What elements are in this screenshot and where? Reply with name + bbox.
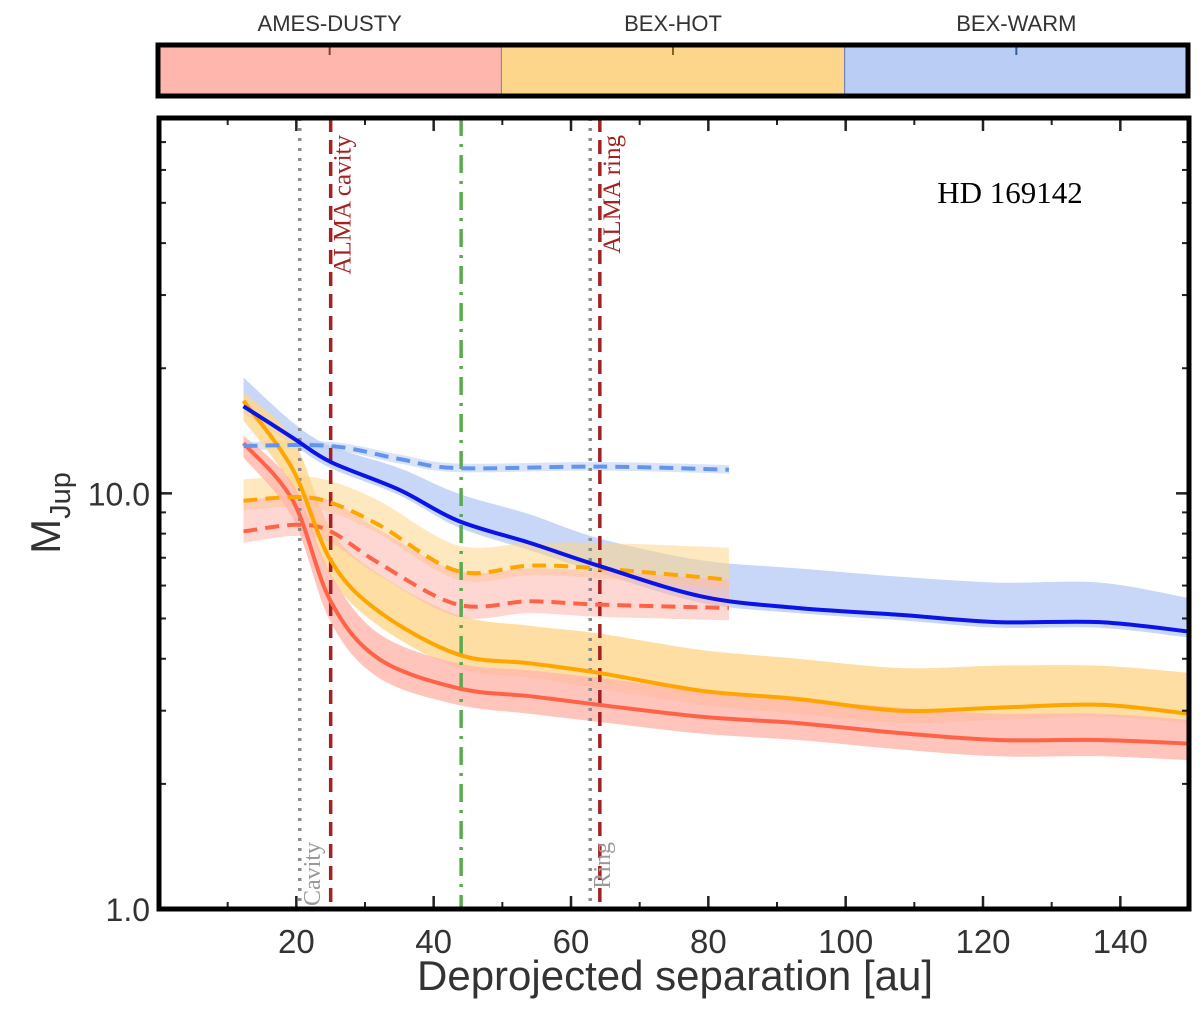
ring-line-label: Ring xyxy=(590,842,616,889)
y-tick-label: 10.0 xyxy=(88,476,150,512)
legend-frame xyxy=(155,42,1191,99)
legend-label: BEX-WARM xyxy=(956,11,1076,36)
line-bex-hot-dashed xyxy=(243,494,730,582)
reference-line-labels: Cavity ALMA cavity Ring ALMA ring xyxy=(300,135,626,907)
svg-text:MJup: MJup xyxy=(22,472,77,554)
reference-lines xyxy=(298,118,602,909)
x-axis-label: Deprojected separation [au] xyxy=(417,952,933,999)
line-bex-hot-solid xyxy=(241,399,1189,716)
y-axis-label: MJup xyxy=(22,472,77,554)
plot-area: Cavity ALMA cavity Ring ALMA ring HD 169142 xyxy=(156,115,1192,912)
x-tick-label: 80 xyxy=(690,923,727,960)
line-bex-warm-solid xyxy=(242,404,1189,634)
line-ames-dusty-solid xyxy=(241,441,1189,746)
legend: AMES-DUSTY BEX-HOT BEX-WARM xyxy=(155,11,1191,99)
tick-labels: 20 40 60 80 100 120 140 1.0 10.0 xyxy=(88,476,1148,960)
cavity-line-label: Cavity xyxy=(300,842,326,906)
y-axis-label-main: M xyxy=(22,519,69,554)
band-bex-hot-dashed xyxy=(243,476,729,589)
x-tick-label: 140 xyxy=(1093,923,1148,960)
series-lines xyxy=(241,399,1189,746)
line-bex-warm-dashed xyxy=(243,443,729,472)
band-bex-hot-solid xyxy=(243,392,1189,724)
y-tick-label: 1.0 xyxy=(106,892,150,928)
alma-cavity-line-label: ALMA cavity xyxy=(330,135,357,275)
x-tick-label: 120 xyxy=(955,923,1010,960)
band-bex-warm-dashed xyxy=(243,440,729,474)
legend-label: AMES-DUSTY xyxy=(258,11,403,36)
line-ames-dusty-dashed xyxy=(243,522,729,610)
axes-frame xyxy=(156,115,1192,912)
x-tick-label: 100 xyxy=(818,923,873,960)
alma-ring-line-label: ALMA ring xyxy=(599,135,626,254)
legend-label: BEX-HOT xyxy=(624,11,722,36)
target-annotation: HD 169142 xyxy=(937,175,1083,210)
band-ames-dusty-dashed xyxy=(243,495,729,621)
x-tick-label: 60 xyxy=(553,923,590,960)
x-tick-label: 40 xyxy=(415,923,452,960)
y-axis-label-sub: Jup xyxy=(45,472,77,519)
x-tick-label: 20 xyxy=(278,923,315,960)
band-ames-dusty-solid xyxy=(243,435,1189,761)
